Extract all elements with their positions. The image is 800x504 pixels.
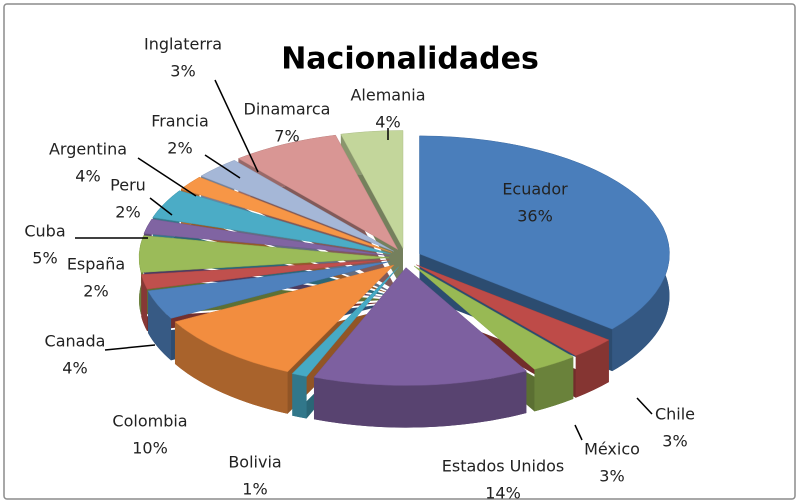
slice [313,267,527,386]
category-label: Dinamarca [244,100,331,119]
leader-line [204,154,241,179]
category-label: Ecuador [502,180,568,199]
slice [143,218,390,256]
slice-side [141,274,148,332]
category-label: Chile [655,405,695,424]
value-label: 3% [662,432,687,451]
category-label: Cuba [24,222,65,241]
slice-side [147,290,172,361]
category-label: Bolivia [228,453,281,472]
slice-side [174,321,288,414]
value-label: 4% [75,167,100,186]
slice [147,261,391,319]
value-label: 2% [167,139,192,158]
slice [152,190,391,255]
slice [180,176,393,253]
category-label: Estados Unidos [442,457,564,476]
category-label: Francia [151,112,209,131]
value-label: 14% [485,484,521,503]
category-label: Inglaterra [144,35,222,54]
slice [237,134,399,251]
leader-line [137,157,197,197]
slice [174,264,395,373]
category-label: Argentina [49,140,127,159]
value-label: 1% [242,480,267,499]
category-label: España [67,255,125,274]
value-label: 4% [375,113,400,132]
leader-line [104,344,156,351]
leader-line [214,79,259,173]
value-label: 2% [83,282,108,301]
slice [416,264,610,356]
leader-line [636,397,653,415]
value-label: 5% [32,249,57,268]
value-label: 3% [170,62,195,81]
value-label: 3% [599,467,624,486]
category-label: Peru [110,176,146,195]
category-label: Canada [45,332,106,351]
category-label: México [584,440,640,459]
slice [419,135,670,330]
value-label: 7% [274,127,299,146]
value-label: 2% [115,203,140,222]
value-label: 36% [517,207,553,226]
category-label: Alemania [350,86,425,105]
slice [200,160,394,252]
pie [138,130,670,428]
slice-side [575,340,609,398]
slice [291,266,399,377]
value-label: 10% [132,439,168,458]
category-label: Colombia [112,412,187,431]
slice-side [292,373,307,419]
slice [140,259,390,290]
slice-side [534,356,574,412]
leader-line [574,424,583,441]
chart-title: Nacionalidades [281,42,539,77]
slice [340,130,404,249]
value-label: 4% [62,359,87,378]
leader-line [149,197,173,216]
slice-side [313,370,527,428]
labels: Ecuador 36% Chile 3% México 3% Estados Unidos 1… [24,35,695,503]
slice [138,235,390,273]
slice [413,265,574,370]
